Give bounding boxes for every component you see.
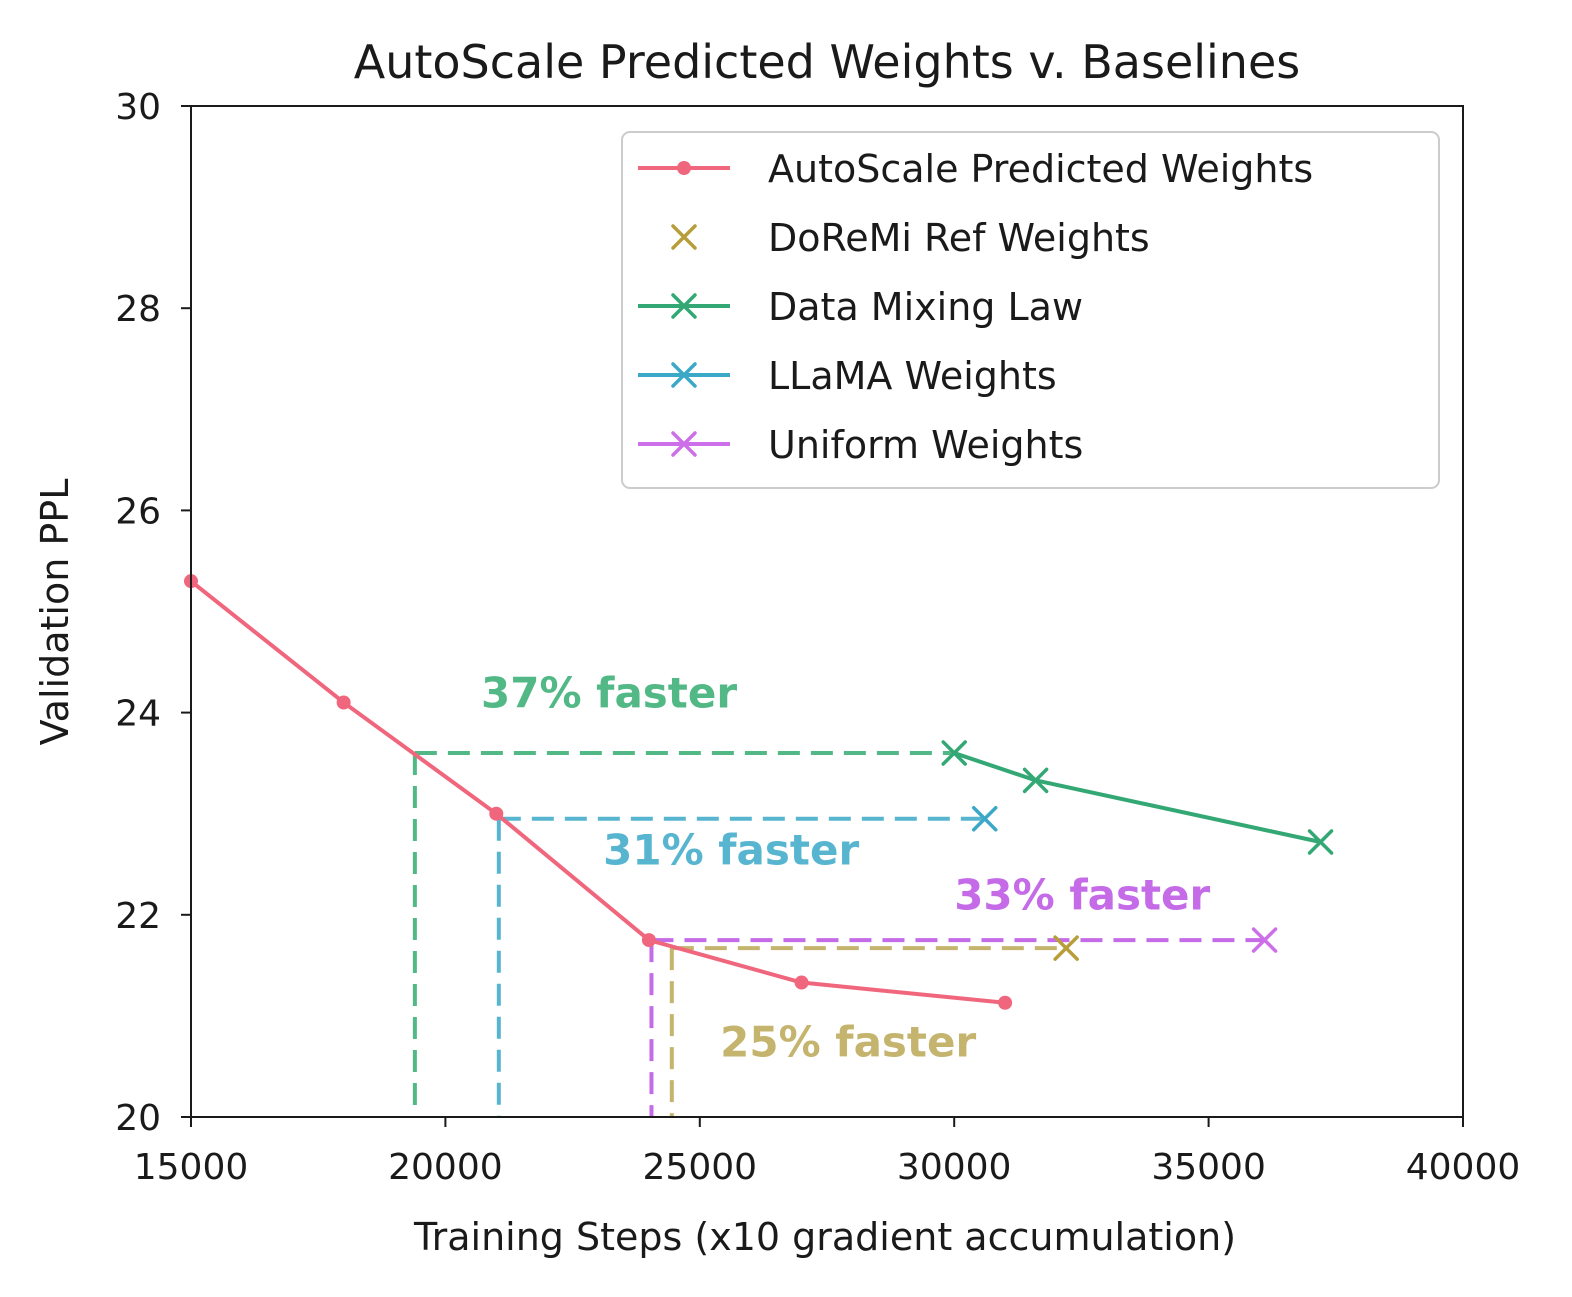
legend-entry: Data Mixing Law [638,285,1083,329]
data-point-stroke-b [941,740,967,766]
x-tick-label: 15000 [134,1147,249,1188]
data-point-stroke-b [1251,927,1278,953]
series-2 [941,740,1334,855]
data-point-stroke-b [1307,829,1334,855]
data-point [1022,767,1049,794]
data-point [1053,935,1079,961]
x-tick-label: 25000 [643,1147,758,1188]
series-1 [1053,935,1079,961]
data-point [641,933,656,948]
series-3 [971,806,998,832]
legend-entry: AutoScale Predicted Weights [638,147,1313,191]
data-point-stroke-b [1022,767,1049,794]
legend-swatch-marker-stroke-b [671,362,697,388]
legend-label: AutoScale Predicted Weights [768,147,1313,191]
legend-swatch-marker [671,293,697,319]
data-point-stroke-b [1053,935,1079,961]
series-0 [184,574,1013,1010]
legend-label: Data Mixing Law [768,285,1083,329]
data-point [971,806,998,832]
legend-entry: DoReMi Ref Weights [671,216,1150,260]
legend: AutoScale Predicted Weights DoReMi Ref We… [621,131,1440,489]
chart-title: AutoScale Predicted Weights v. Baselines [354,35,1300,89]
legend-label: LLaMA Weights [768,354,1057,398]
legend-label: DoReMi Ref Weights [768,216,1150,260]
x-tick-label: 40000 [1406,1147,1521,1188]
x-tick-label: 35000 [1151,1147,1266,1188]
legend-swatch-marker-stroke-b [671,431,697,457]
annotations: 37% faster 31% faster 33% faster 25% faster [481,669,1211,1067]
data-point [336,695,351,710]
y-tick-label: 30 [115,87,161,128]
legend-swatch-dot [677,161,691,175]
data-point [489,806,504,821]
legend-box [621,131,1440,489]
y-tick-label: 24 [115,694,161,735]
y-tick-label: 20 [115,1098,161,1139]
y-tick-label: 28 [115,289,161,330]
legend-entry: LLaMA Weights [638,354,1057,398]
data-point [998,995,1013,1010]
legend-entry: Uniform Weights [638,423,1083,467]
legend-swatch-marker [671,362,697,388]
ticks: 15000 20000 25000 30000 35000 40000 20 22 24 26 28… [115,87,1520,1188]
legend-swatch-marker-stroke-b [671,293,697,319]
data-point-stroke-b [971,806,998,832]
series-layer [184,574,1334,1010]
x-axis-label: Training Steps (x10 gradient accumulatio… [413,1215,1236,1259]
plot-frame [190,105,1464,1118]
legend-label: Uniform Weights [768,423,1083,467]
y-tick-label: 26 [115,491,161,532]
annotation-label: 33% faster [954,871,1210,920]
data-point [941,740,967,766]
y-axis-label: Validation PPL [33,479,77,746]
y-tick-label: 22 [115,896,161,937]
data-point [1251,927,1278,953]
series-line [953,751,1321,844]
annotation-label: 31% faster [603,825,859,874]
annotation-label: 25% faster [720,1017,976,1066]
series-line [189,579,1006,1005]
data-point [794,975,809,990]
x-tick-label: 30000 [897,1147,1012,1188]
annotation-label: 37% faster [481,669,737,718]
guide-lines [412,751,1265,1117]
legend-swatch-marker [671,431,697,457]
data-point [1307,829,1334,855]
legend-swatch-marker [671,224,697,250]
legend-swatch-marker-stroke-b [671,224,697,250]
x-tick-label: 20000 [388,1147,503,1188]
series-4 [1251,927,1278,953]
